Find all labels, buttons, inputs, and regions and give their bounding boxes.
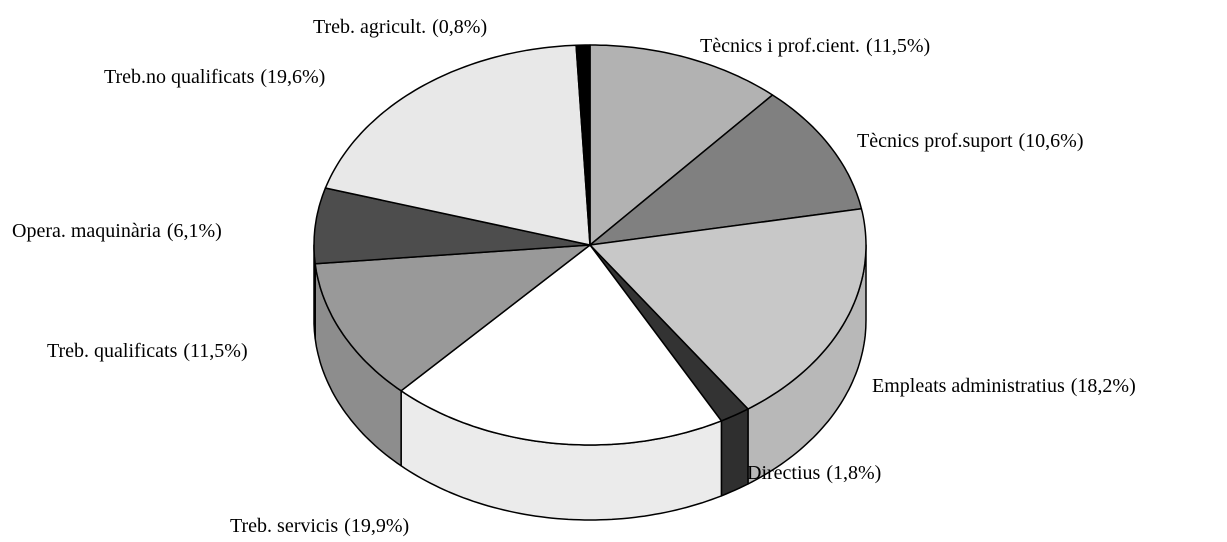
pie-side: [720, 408, 749, 497]
slice-name: Treb.no qualificats: [104, 66, 255, 88]
slice-name: Empleats administratius: [872, 375, 1065, 397]
slice-label: Tècnics prof.suport (10,6%): [857, 130, 1084, 152]
slice-label: Tècnics i prof.cient. (11,5%): [700, 35, 930, 57]
slice-name: Tècnics prof.suport: [857, 130, 1013, 152]
slice-label: Treb. servicis (19,9%): [230, 515, 409, 537]
slice-label: Directius (1,8%): [747, 462, 881, 484]
slice-value: (11,5%): [866, 35, 930, 57]
slice-name: Treb. agricult.: [313, 16, 426, 38]
pie-slice: [589, 244, 749, 422]
pie-slice: [400, 244, 723, 446]
slice-name: Directius: [747, 462, 821, 484]
slice-label: Treb.no qualificats (19,6%): [104, 66, 325, 88]
slice-value: (10,6%): [1019, 130, 1084, 152]
slice-value: (0,8%): [432, 16, 487, 38]
pie-slice: [589, 94, 863, 246]
pie-slice: [589, 208, 867, 410]
pie-slice: [575, 44, 591, 246]
slice-value: (19,9%): [344, 515, 409, 537]
slice-label: Treb. agricult. (0,8%): [313, 16, 487, 38]
slice-value: (1,8%): [826, 462, 881, 484]
slice-value: (11,5%): [183, 340, 247, 362]
slice-label: Treb. qualificats (11,5%): [47, 340, 248, 362]
slice-value: (19,6%): [260, 66, 325, 88]
slice-name: Tècnics i prof.cient.: [700, 35, 860, 57]
slice-label: Empleats administratius (18,2%): [872, 375, 1136, 397]
slice-name: Opera. maquinària: [12, 220, 161, 242]
slice-value: (18,2%): [1071, 375, 1136, 397]
slice-value: (6,1%): [167, 220, 222, 242]
slice-label: Opera. maquinària (6,1%): [12, 220, 222, 242]
pie-slice: [324, 44, 591, 246]
slice-name: Treb. qualificats: [47, 340, 178, 362]
pie-slice: [589, 44, 774, 246]
pie-slice: [314, 244, 591, 392]
pie-slice: [313, 187, 591, 265]
slice-name: Treb. servicis: [230, 515, 338, 537]
